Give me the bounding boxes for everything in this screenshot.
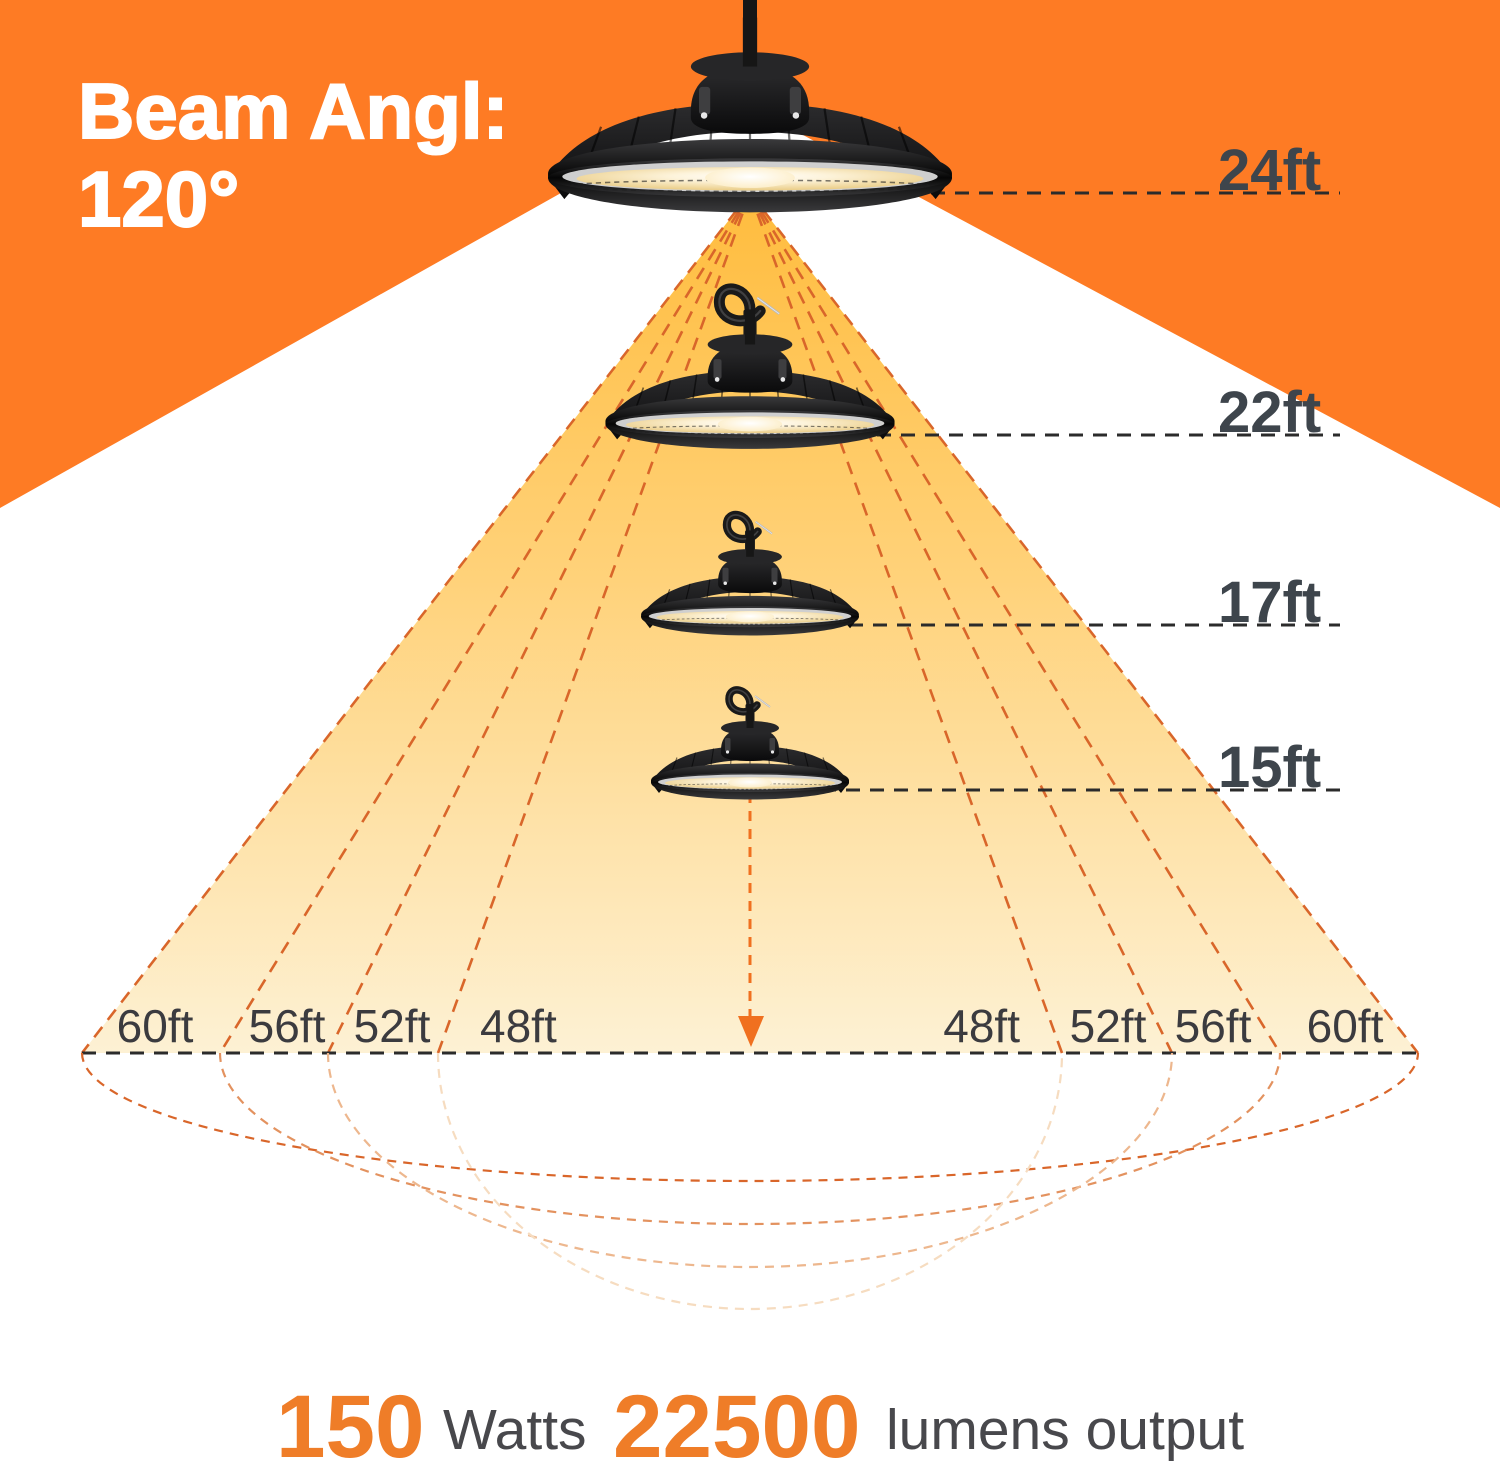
svg-text:60ft: 60ft [117, 1000, 194, 1052]
svg-text:48ft: 48ft [943, 1000, 1020, 1052]
svg-text:120°: 120° [78, 155, 239, 243]
svg-text:56ft: 56ft [1175, 1000, 1252, 1052]
svg-text:Watts: Watts [443, 1398, 587, 1462]
svg-text:24ft: 24ft [1218, 138, 1321, 203]
svg-text:22ft: 22ft [1218, 380, 1321, 445]
svg-text:15ft: 15ft [1218, 735, 1321, 800]
svg-text:lumens output: lumens output [886, 1398, 1244, 1462]
svg-text:48ft: 48ft [480, 1000, 557, 1052]
svg-text:Beam Angl:: Beam Angl: [78, 67, 509, 155]
svg-text:52ft: 52ft [354, 1000, 431, 1052]
svg-text:150: 150 [276, 1376, 425, 1476]
svg-text:22500: 22500 [613, 1376, 861, 1476]
svg-text:56ft: 56ft [249, 1000, 326, 1052]
svg-text:17ft: 17ft [1218, 570, 1321, 635]
svg-text:60ft: 60ft [1307, 1000, 1384, 1052]
svg-text:52ft: 52ft [1070, 1000, 1147, 1052]
